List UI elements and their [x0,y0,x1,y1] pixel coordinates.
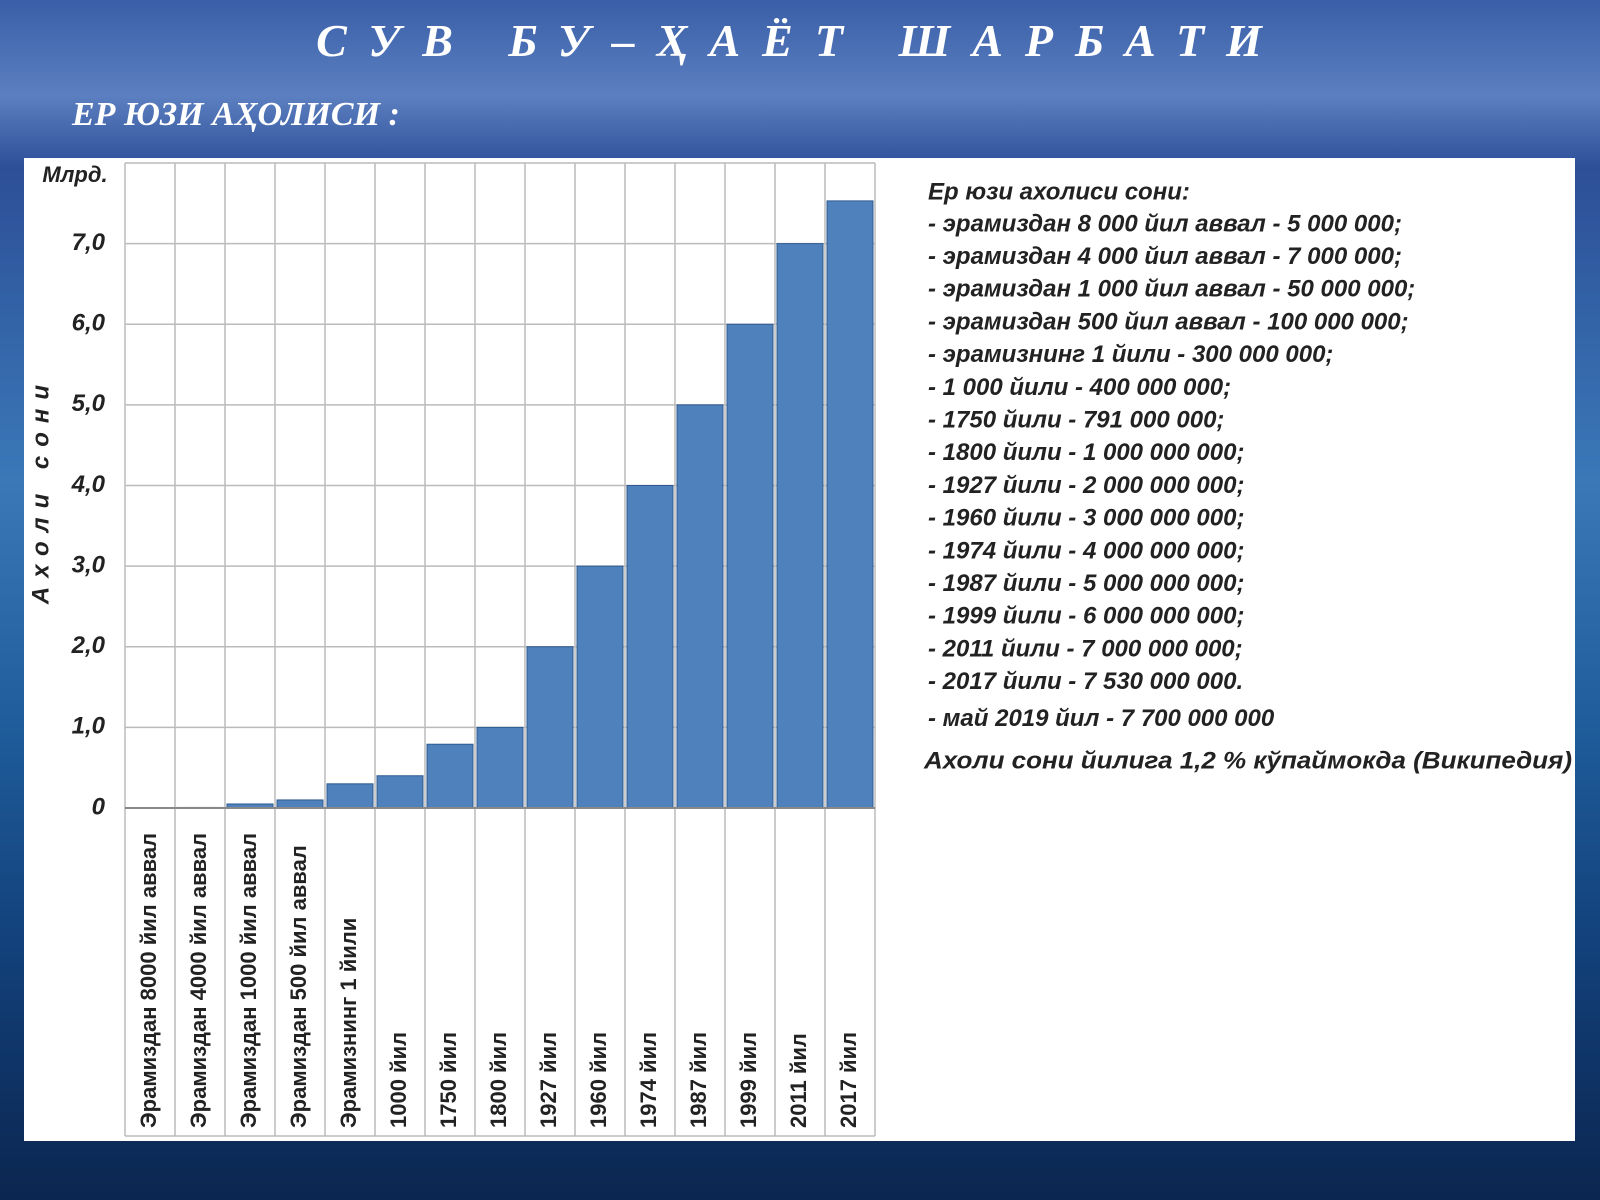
bar [826,200,874,809]
notes-line: - 2017 йили - 7 530 000 000. [928,668,1243,695]
x-tick-label: Эрамизнинг 1 йили [336,918,361,1128]
x-tick-label: 1800 йил [486,1032,511,1128]
bar [676,404,724,809]
x-tick-label: 2011 йил [786,1033,811,1128]
bar [376,775,424,809]
x-tick-label: 1999 йил [736,1032,761,1128]
notes-line: - эрамиздан 8 000 йил аввал - 5 000 000; [928,210,1402,237]
y-tick-label: 0 [92,793,106,820]
y-tick-label: 5,0 [72,390,106,417]
notes-footnote: Ахоли сони йилига 1,2 % кўпаймокда (Вики… [923,747,1572,774]
x-tick-label: 1927 йил [536,1032,561,1128]
bar [626,485,674,809]
x-tick-label: Эрамиздан 8000 йил аввал [136,833,161,1128]
notes-line: - эрамиздан 1 000 йил аввал - 50 000 000… [928,276,1415,303]
x-tick-label: Эрамиздан 500 йил аввал [286,845,311,1128]
notes-line: - 1960 йили - 3 000 000 000; [928,505,1244,532]
bar [776,243,824,809]
bar [326,783,374,809]
y-tick-label: 4,0 [71,471,106,498]
x-tick-label: Эрамиздан 1000 йил аввал [236,833,261,1128]
bar [526,646,574,809]
notes-line: - май 2019 йил - 7 700 000 000 [928,705,1275,732]
notes-line: - 1987 йили - 5 000 000 000; [928,570,1244,597]
notes-line: - 1 000 йили - 400 000 000; [928,374,1231,401]
notes-line: - эрамиздан 500 йил аввал - 100 000 000; [928,308,1409,335]
unit-label: Млрд. [42,162,107,187]
x-tick-label: 1000 йил [386,1032,411,1128]
bar [576,565,624,809]
x-tick-label: 1974 йил [636,1032,661,1128]
y-tick-label: 7,0 [72,229,106,256]
x-tick-label: 1987 йил [686,1032,711,1128]
x-tick-label: 2017 йил [836,1032,861,1128]
y-tick-label: 3,0 [72,551,106,578]
notes-line: - 1750 йили - 791 000 000; [928,407,1224,434]
y-tick-label: 1,0 [72,713,106,740]
notes-heading: Ер юзи ахолиси сони: [928,178,1190,205]
notes-line: - 1800 йили - 1 000 000 000; [928,439,1244,466]
notes-line: - 1974 йили - 4 000 000 000; [928,537,1244,564]
bar [426,743,474,809]
notes-line: - 1999 йили - 6 000 000 000; [928,603,1244,630]
slide-title: СУВ БУ–ҲАЁТ ШАРБАТИ [316,15,1284,66]
bar [476,726,524,809]
x-tick-label: Эрамиздан 4000 йил аввал [186,833,211,1128]
x-tick-label: 1750 йил [436,1032,461,1128]
y-tick-label: 6,0 [72,310,106,337]
notes-line: - эрамизнинг 1 йили - 300 000 000; [928,341,1333,368]
y-axis-label: Ахоли сони [27,376,54,605]
bar [276,799,324,809]
bar [726,323,774,809]
x-tick-label: 1960 йил [586,1032,611,1128]
notes-line: - 2011 йили - 7 000 000 000; [928,635,1243,662]
y-tick-label: 2,0 [71,632,106,659]
notes-line: - 1927 йили - 2 000 000 000; [928,472,1244,499]
notes-line: - эрамиздан 4 000 йил аввал - 7 000 000; [928,243,1402,270]
slide-subtitle: ЕР ЮЗИ АҲОЛИСИ : [72,96,400,133]
